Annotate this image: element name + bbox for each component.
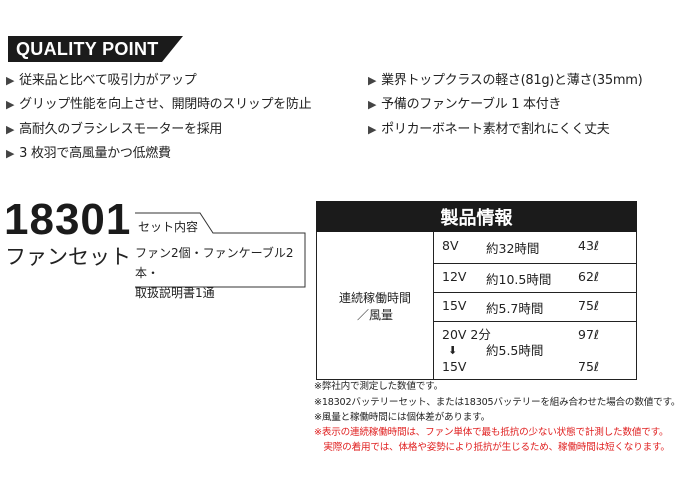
set-contents-frame — [135, 212, 306, 288]
product-number: 18301 — [4, 195, 132, 244]
point-text: 業界トップクラスの軽さ(81g)と薄さ(35mm) — [381, 73, 643, 88]
table-row: 連続稼働時間 ／風量 8V 約32時間 43ℓ — [316, 231, 637, 380]
triangle-bullet-icon: ▶ — [6, 74, 15, 87]
down-arrow-icon: ⬇ — [448, 343, 458, 357]
point-text: 予備のファンケーブル 1 本付き — [381, 97, 562, 112]
red-note: ※表示の連続稼働時間は、ファン単体で最も抵抗の少ない状態で計測した数値です。 — [314, 427, 669, 438]
point-text: 高耐久のブラシレスモーターを採用 — [19, 122, 223, 137]
set-contents: ファン2個・ファンケーブル2本・取扱説明書1通 — [135, 243, 303, 303]
table-title: 製品情報 — [316, 201, 637, 232]
point-text: 3 枚羽で高風量かつ低燃費 — [19, 146, 171, 161]
triangle-bullet-icon: ▶ — [368, 123, 377, 136]
point-item: ▶ 従来品と比べて吸引力がアップ — [6, 69, 197, 88]
set-contents-line: ファン2個・ファンケーブル2本・ — [135, 246, 294, 280]
point-text: ポリカーボネート素材で割れにくく丈夫 — [381, 122, 610, 137]
table-row: 20V 2分 97ℓ 約5.5時間 ⬇ 15V 75ℓ — [317, 321, 637, 380]
triangle-bullet-icon: ▶ — [6, 147, 15, 160]
triangle-bullet-icon: ▶ — [6, 98, 15, 111]
point-item: ▶ 予備のファンケーブル 1 本付き — [368, 93, 561, 112]
point-item: ▶ グリップ性能を向上させ、開閉時のスリップを防止 — [6, 93, 312, 112]
product-info-table: 製品情報 連続稼働時間 ／風量 8V 約32時間 43ℓ 12V 約10.5時間 62ℓ … — [316, 201, 637, 380]
set-contents-label: セット内容 — [138, 220, 199, 234]
point-item: ▶ 3 枚羽で高風量かつ低燃費 — [6, 142, 171, 161]
table-row: 12V 約10.5時間 62ℓ — [317, 263, 637, 293]
table-row: 15V 約5.7時間 75ℓ — [317, 292, 637, 322]
triangle-bullet-icon: ▶ — [368, 98, 377, 111]
product-name: ファンセット — [5, 245, 131, 269]
row-label: 連続稼働時間 ／風量 — [316, 231, 434, 380]
note: ※風量と稼働時間には個体差があります。 — [314, 412, 490, 423]
point-text: グリップ性能を向上させ、開閉時のスリップを防止 — [19, 97, 312, 112]
triangle-bullet-icon: ▶ — [368, 74, 377, 87]
triangle-bullet-icon: ▶ — [6, 123, 15, 136]
banner-title: QUALITY POINT — [16, 39, 159, 59]
red-note: 実際の着用では、体格や姿勢により抵抗が生じるため、稼働時間は短くなります。 — [314, 442, 670, 453]
note: ※弊社内で測定した数値です。 — [314, 381, 443, 392]
point-item: ▶ 高耐久のブラシレスモーターを採用 — [6, 118, 222, 137]
point-item: ▶ 業界トップクラスの軽さ(81g)と薄さ(35mm) — [368, 69, 643, 88]
set-contents-line: 取扱説明書1通 — [135, 286, 215, 300]
quality-point-banner: QUALITY POINT — [8, 36, 183, 62]
point-item: ▶ ポリカーボネート素材で割れにくく丈夫 — [368, 118, 610, 137]
point-text: 従来品と比べて吸引力がアップ — [19, 73, 197, 88]
note: ※18302バッテリーセット、または18305バッテリーを組み合わせた場合の数値… — [314, 397, 681, 408]
